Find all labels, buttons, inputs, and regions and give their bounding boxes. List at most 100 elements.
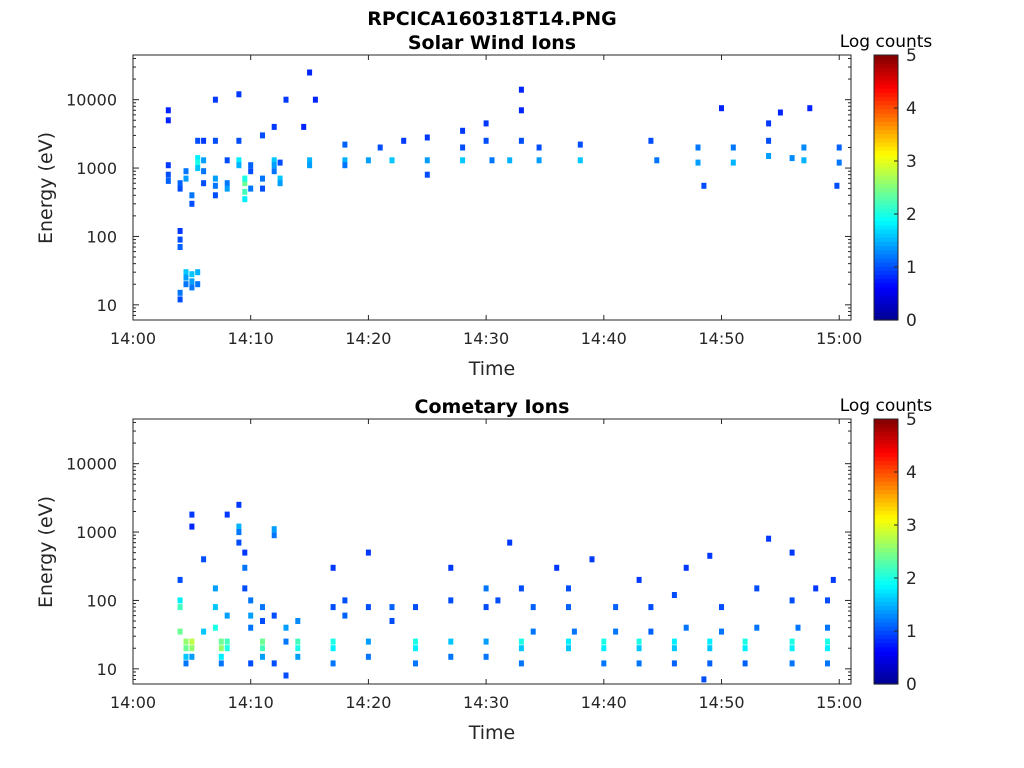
- data-cell: [460, 144, 466, 151]
- data-cell: [695, 159, 701, 166]
- colorbar-segment: [874, 71, 898, 77]
- x-tick-label: 14:40: [581, 329, 627, 348]
- data-cell: [165, 171, 171, 178]
- data-cell: [518, 107, 524, 114]
- data-cell: [789, 645, 795, 652]
- colorbar-segment: [874, 510, 898, 515]
- data-cell: [830, 576, 836, 583]
- x-tick-label: 15:00: [816, 693, 862, 712]
- colorbar-segment: [874, 241, 898, 247]
- data-cell: [530, 628, 536, 635]
- colorbar-cometary: 0 1 2 3 4 5: [873, 410, 917, 695]
- data-cell: [224, 157, 230, 164]
- colorbar-segment: [874, 216, 898, 222]
- colorbar-segment: [874, 497, 898, 503]
- data-cell: [518, 645, 524, 652]
- colorbar-segment: [874, 224, 898, 230]
- data-cell: [277, 175, 283, 182]
- data-cell: [248, 624, 254, 631]
- colorbar-segment: [874, 112, 898, 118]
- colorbar-segment: [874, 162, 898, 168]
- data-cell: [742, 638, 748, 645]
- colorbar-frame: [873, 418, 899, 685]
- data-cell: [389, 157, 395, 164]
- data-cell: [536, 157, 542, 164]
- data-cell: [183, 645, 189, 652]
- cometary-marks: [177, 501, 836, 683]
- data-cell: [671, 645, 677, 652]
- data-cell: [707, 638, 713, 645]
- data-cell: [707, 645, 713, 652]
- data-cell: [271, 532, 277, 539]
- colorbar-segment: [874, 460, 898, 466]
- panel-title-solar-wind: Solar Wind Ions: [408, 32, 576, 54]
- colorbar-segment: [874, 642, 898, 648]
- colorbar-segment: [874, 481, 898, 486]
- data-cell: [271, 660, 277, 667]
- data-cell: [260, 132, 265, 139]
- colorbar-segment: [874, 96, 898, 102]
- data-cell: [330, 645, 336, 652]
- data-cell: [189, 284, 195, 291]
- colorbar-segment: [874, 597, 898, 602]
- colorbar-segment: [874, 663, 898, 669]
- data-cell: [636, 638, 642, 645]
- colorbar-segment: [874, 634, 898, 640]
- data-cell: [283, 672, 289, 679]
- data-cell: [177, 180, 183, 187]
- data-cell: [825, 624, 830, 631]
- data-cell: [201, 556, 207, 563]
- data-cell: [365, 604, 371, 611]
- data-cell: [766, 153, 772, 159]
- colorbar-segment: [874, 551, 898, 557]
- colorbar-label-cometary: Log counts: [840, 396, 933, 416]
- colorbar-segment: [874, 307, 898, 313]
- data-cell: [424, 157, 430, 164]
- colorbar-segment: [874, 675, 898, 681]
- data-cell: [201, 168, 207, 175]
- colorbar-segment: [874, 311, 898, 317]
- data-cell: [648, 604, 654, 611]
- data-cell: [825, 645, 830, 652]
- colorbar-tick-label: 1: [906, 258, 917, 278]
- data-cell: [766, 120, 772, 127]
- data-cell: [177, 244, 183, 250]
- colorbar-segment: [874, 315, 898, 321]
- data-cell: [189, 645, 195, 652]
- data-cell: [236, 529, 242, 536]
- data-cell: [518, 86, 524, 93]
- data-cell: [448, 653, 454, 660]
- colorbar-segment: [874, 493, 898, 499]
- colorbar-segment: [874, 67, 898, 73]
- data-cell: [389, 618, 395, 624]
- data-cell: [224, 185, 230, 192]
- data-cell: [189, 278, 195, 285]
- colorbar-segment: [874, 505, 898, 511]
- data-cell: [260, 604, 265, 611]
- colorbar-segment: [874, 245, 898, 251]
- data-cell: [236, 137, 242, 144]
- x-tick-label: 14:30: [463, 329, 509, 348]
- colorbar-segment: [874, 233, 898, 238]
- colorbar-tick-label: 0: [906, 675, 917, 695]
- colorbar-segment: [874, 514, 898, 519]
- y-tick-label: 100: [86, 227, 117, 246]
- data-cell: [242, 180, 248, 187]
- data-cell: [825, 638, 830, 645]
- data-cell: [177, 236, 183, 243]
- data-cell: [460, 157, 466, 164]
- data-cell: [730, 159, 736, 166]
- data-cell: [330, 660, 336, 667]
- colorbar-tick-label: 5: [906, 46, 917, 66]
- data-cell: [183, 281, 189, 288]
- data-cell: [260, 175, 265, 182]
- data-cell: [189, 653, 195, 660]
- colorbar-segment: [874, 427, 898, 433]
- data-cell: [424, 171, 430, 178]
- data-cell: [365, 653, 371, 660]
- colorbar-segment: [874, 464, 898, 470]
- data-cell: [189, 200, 195, 207]
- colorbar-segment: [874, 141, 898, 147]
- colorbar-segment: [874, 83, 898, 89]
- colorbar-segment: [874, 539, 898, 544]
